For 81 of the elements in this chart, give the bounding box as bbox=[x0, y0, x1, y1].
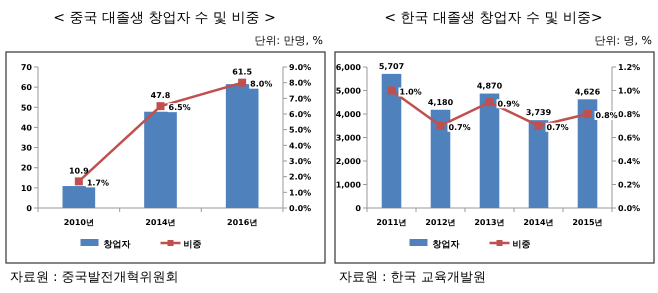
y2-tick-label: 4.0% bbox=[289, 141, 312, 150]
bar bbox=[430, 110, 450, 208]
data-label: 6.5% bbox=[168, 103, 191, 112]
y-tick-label: 5,000 bbox=[336, 86, 362, 96]
y-tick-label: 60 bbox=[20, 83, 32, 92]
data-label: 0.7% bbox=[546, 122, 569, 132]
data-label: 0.8% bbox=[596, 111, 618, 120]
x-tick-label: 2010년 bbox=[64, 218, 94, 227]
y2-tick-label: 0.2% bbox=[618, 180, 640, 190]
y2-tick-label: 2.0% bbox=[289, 172, 312, 182]
y-tick-label: 0 bbox=[355, 204, 362, 213]
point bbox=[388, 86, 396, 94]
bar bbox=[382, 74, 402, 208]
data-label: 10.9 bbox=[68, 166, 90, 176]
y2-tick-label: 9.0% bbox=[289, 63, 312, 72]
data-label: 8.0% bbox=[250, 80, 272, 89]
bar bbox=[62, 186, 96, 208]
x-tick-label: 2011년 bbox=[376, 218, 407, 227]
y-tick-label: 1,000 bbox=[336, 180, 362, 190]
point bbox=[238, 78, 246, 87]
y-tick-label: 30 bbox=[20, 144, 32, 153]
bar bbox=[144, 112, 177, 208]
legend-label: 창업자 bbox=[432, 240, 460, 250]
point bbox=[156, 102, 164, 110]
y2-tick-label: 0.8% bbox=[618, 110, 640, 119]
y-tick-label: 70 bbox=[20, 63, 32, 72]
y2-tick-label: 1.2% bbox=[618, 63, 640, 72]
y2-tick-label: 0.0% bbox=[618, 204, 640, 213]
point bbox=[486, 98, 494, 106]
data-label: 47.8 bbox=[150, 91, 171, 100]
y2-tick-label: 7.0% bbox=[289, 94, 312, 104]
x-tick-label: 2012년 bbox=[425, 218, 456, 227]
y-tick-label: 0 bbox=[26, 204, 32, 213]
x-tick-label: 2015년 bbox=[572, 218, 603, 227]
y-tick-label: 3,000 bbox=[336, 134, 362, 142]
y-tick-label: 40 bbox=[20, 123, 32, 132]
bar bbox=[480, 94, 500, 208]
legend-label: 비중 bbox=[512, 240, 530, 250]
x-tick-label: 2016년 bbox=[227, 218, 258, 227]
data-label: 61.5 bbox=[232, 68, 252, 77]
y-tick-label: 4,000 bbox=[336, 110, 362, 119]
data-label: 4,870 bbox=[476, 82, 503, 91]
data-label: 0.9% bbox=[498, 99, 520, 108]
point bbox=[584, 110, 592, 118]
data-label: 1.0% bbox=[400, 88, 422, 96]
point bbox=[436, 122, 444, 130]
text: 자료원 : 중국발전개혁위원회 bbox=[10, 270, 179, 285]
text: 자료원 : 한국 교육개발원 bbox=[339, 270, 486, 285]
data-label: 4,180 bbox=[428, 98, 454, 107]
y2-tick-label: 1.0% bbox=[289, 188, 312, 198]
chart-title: < 한국 대졸생 창업자 수 및 비중> bbox=[384, 10, 603, 26]
chart-subtitle: 단위: 명, % bbox=[594, 34, 652, 47]
y-tick-label: 2,000 bbox=[336, 157, 362, 166]
bar bbox=[578, 99, 598, 208]
data-label: 5,707 bbox=[378, 62, 404, 71]
y2-tick-label: 5.0% bbox=[289, 126, 312, 135]
y2-tick-label: 0.4% bbox=[618, 157, 640, 166]
y-tick-label: 50 bbox=[20, 103, 32, 112]
y-tick-label: 20 bbox=[20, 164, 32, 173]
x-tick-label: 2014년 bbox=[145, 218, 176, 227]
y2-tick-label: 3.0% bbox=[289, 157, 312, 166]
legend-label: 창업자 bbox=[104, 240, 130, 250]
y2-tick-label: 6.0% bbox=[289, 110, 312, 119]
data-label: 0.7% bbox=[448, 122, 471, 132]
y2-tick-label: 1.0% bbox=[618, 86, 640, 96]
y-tick-label: 6,000 bbox=[336, 63, 362, 72]
y-tick-label: 10 bbox=[20, 184, 32, 193]
chart-title: < 중국 대졸생 창업자 수 및 비중 > bbox=[53, 10, 276, 26]
point bbox=[534, 122, 542, 130]
point bbox=[74, 177, 83, 186]
y2-tick-label: 0.0% bbox=[289, 204, 312, 213]
x-tick-label: 2013년 bbox=[474, 218, 505, 227]
y2-tick-label: 8.0% bbox=[289, 78, 312, 88]
y2-tick-label: 0.6% bbox=[618, 134, 640, 142]
legend-label: 비중 bbox=[184, 240, 202, 250]
x-tick-label: 2014년 bbox=[523, 218, 554, 227]
data-label: 3,739 bbox=[526, 108, 552, 118]
data-label: 4,626 bbox=[574, 87, 601, 96]
chart-subtitle: 단위: 만명, % bbox=[254, 34, 323, 47]
data-label: 1.7% bbox=[86, 178, 110, 188]
bar bbox=[528, 120, 548, 208]
